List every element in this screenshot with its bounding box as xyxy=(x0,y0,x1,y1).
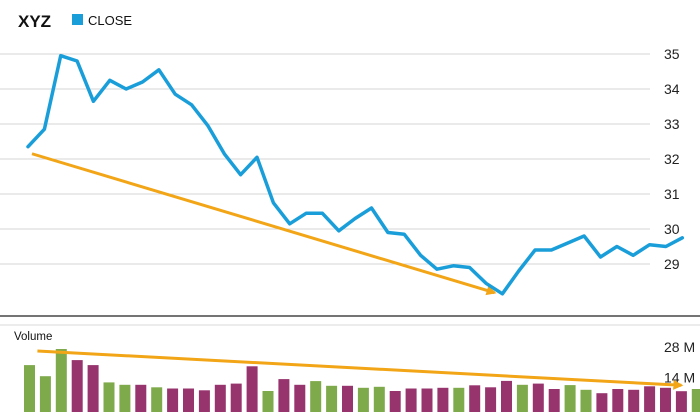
volume-bar xyxy=(103,382,115,412)
volume-bar xyxy=(421,388,433,412)
volume-bar xyxy=(183,388,194,412)
volume-bar xyxy=(660,387,671,412)
volume-bar xyxy=(437,387,449,412)
volume-bar xyxy=(246,366,258,412)
price-tick-label: 29 xyxy=(664,256,680,272)
price-tick-label: 31 xyxy=(664,186,680,202)
volume-trend-line xyxy=(37,349,684,390)
volume-bar xyxy=(675,391,687,412)
volume-bar xyxy=(135,384,147,412)
volume-title: Volume xyxy=(14,331,52,343)
volume-bar xyxy=(644,386,656,412)
volume-bar xyxy=(87,365,99,412)
volume-bar xyxy=(24,365,35,412)
volume-bar xyxy=(405,388,417,412)
volume-bar xyxy=(262,391,274,412)
volume-tick-label: 28 M xyxy=(664,339,695,355)
close-line xyxy=(26,53,685,296)
volume-bars xyxy=(24,349,700,412)
volume-bar xyxy=(628,389,640,412)
chart-title: XYZ xyxy=(18,12,51,31)
price-tick-label: 33 xyxy=(664,116,680,132)
volume-bar xyxy=(516,384,528,412)
volume-tick-label: 14 M xyxy=(664,369,695,385)
volume-bar xyxy=(485,387,497,412)
volume-bar xyxy=(310,381,322,412)
volume-bar xyxy=(532,383,544,412)
volume-bar xyxy=(357,387,369,412)
volume-bar xyxy=(596,393,608,412)
volume-bar xyxy=(214,384,226,412)
volume-bar xyxy=(278,379,290,412)
volume-bar xyxy=(564,385,576,412)
volume-bar xyxy=(167,388,179,412)
price-trend-line xyxy=(31,152,497,296)
volume-bar xyxy=(580,389,592,412)
price-gridlines xyxy=(0,53,650,265)
price-trend-arrow xyxy=(31,152,497,296)
volume-bar xyxy=(39,376,51,412)
close-series xyxy=(26,53,685,296)
volume-bar xyxy=(501,380,512,412)
volume-bar xyxy=(294,384,306,412)
volume-bar xyxy=(119,384,131,412)
legend-close-label: CLOSE xyxy=(88,13,132,28)
volume-bar xyxy=(691,389,700,412)
volume-bar xyxy=(612,389,624,412)
volume-bar xyxy=(326,385,338,412)
volume-bar xyxy=(389,391,401,412)
volume-bar xyxy=(469,385,481,412)
volume-bar xyxy=(55,349,67,412)
legend-close-swatch xyxy=(72,14,83,25)
volume-bar xyxy=(548,389,560,412)
volume-bar xyxy=(453,387,465,412)
volume-bar xyxy=(151,387,163,412)
volume-axis: 28 M 14 M xyxy=(664,339,695,385)
price-tick-label: 32 xyxy=(664,151,680,167)
price-tick-label: 34 xyxy=(664,81,680,97)
volume-bar xyxy=(71,360,83,412)
price-tick-label: 30 xyxy=(664,221,680,237)
volume-bar xyxy=(230,383,242,412)
price-tick-label: 35 xyxy=(664,46,680,62)
volume-trend-arrow xyxy=(37,349,684,390)
price-axis: 35 34 33 32 31 30 29 xyxy=(664,46,680,272)
volume-bar xyxy=(198,390,210,412)
volume-bar xyxy=(373,386,385,412)
volume-bar xyxy=(342,385,353,412)
